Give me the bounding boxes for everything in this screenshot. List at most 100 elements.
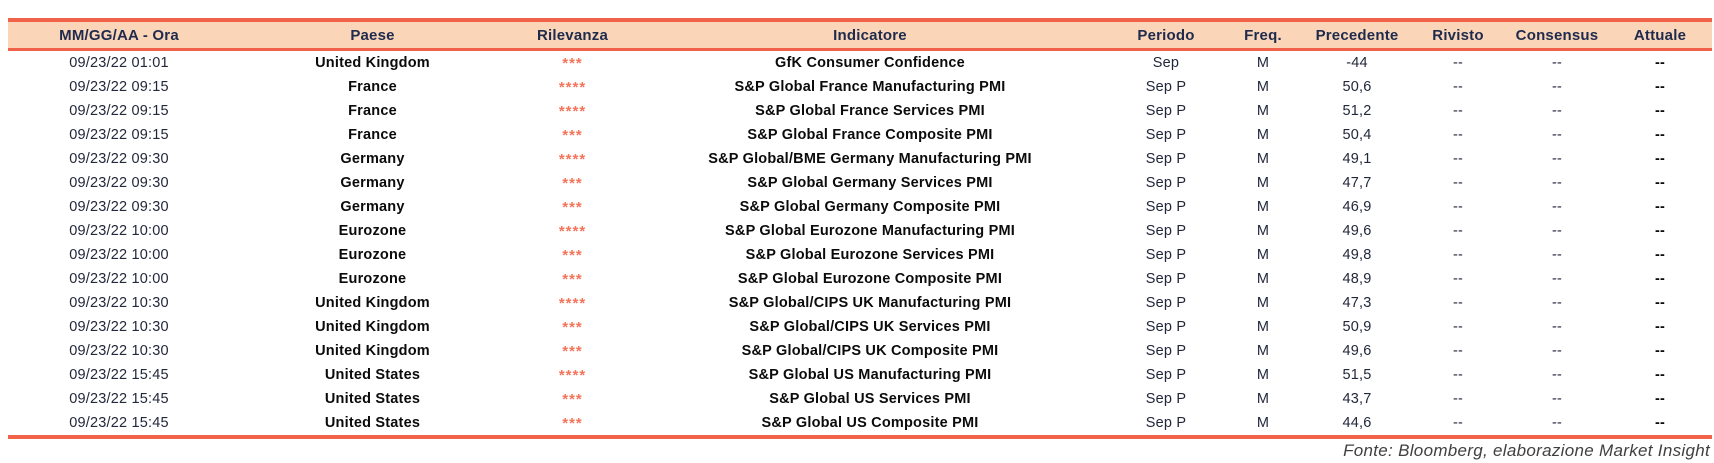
- cell-country: Germany: [340, 175, 405, 191]
- cell-indicator: S&P Global US Services PMI: [769, 391, 971, 407]
- cell-previous: 46,9: [1342, 199, 1372, 215]
- cell-datetime: 09/23/22 15:45: [69, 415, 169, 431]
- cell-consensus: --: [1551, 127, 1563, 143]
- cell-actual: --: [1654, 415, 1666, 431]
- cell-consensus: --: [1551, 199, 1563, 215]
- cell-indicator: S&P Global France Composite PMI: [747, 127, 993, 143]
- economic-calendar-table: MM/GG/AA - Ora Paese Rilevanza Indicator…: [8, 18, 1712, 439]
- table-row: 09/23/22 10:00 Eurozone *** S&P Global E…: [8, 243, 1712, 267]
- cell-actual: --: [1654, 127, 1666, 143]
- cell-country: United Kingdom: [315, 55, 430, 71]
- cell-revised: --: [1452, 295, 1464, 311]
- cell-period: Sep P: [1145, 319, 1187, 335]
- cell-indicator: S&P Global Eurozone Manufacturing PMI: [725, 223, 1015, 239]
- cell-period: Sep P: [1145, 391, 1187, 407]
- cell-consensus: --: [1551, 175, 1563, 191]
- cell-consensus: --: [1551, 223, 1563, 239]
- cell-period: Sep P: [1145, 127, 1187, 143]
- cell-indicator: S&P Global/CIPS UK Services PMI: [749, 319, 991, 335]
- cell-datetime: 09/23/22 09:30: [69, 151, 169, 167]
- cell-consensus: --: [1551, 391, 1563, 407]
- cell-consensus: --: [1551, 343, 1563, 359]
- column-header-datetime: MM/GG/AA - Ora: [59, 26, 179, 44]
- cell-relevance: ***: [562, 390, 583, 408]
- cell-relevance: ***: [562, 270, 583, 288]
- cell-relevance: ****: [558, 222, 587, 240]
- cell-country: United States: [324, 415, 421, 431]
- cell-previous: 48,9: [1342, 271, 1372, 287]
- table-row: 09/23/22 09:30 Germany *** S&P Global Ge…: [8, 171, 1712, 195]
- cell-country: United Kingdom: [315, 319, 430, 335]
- cell-frequency: M: [1256, 127, 1270, 143]
- cell-datetime: 09/23/22 10:00: [69, 271, 169, 287]
- table-row: 09/23/22 01:01 United Kingdom *** GfK Co…: [8, 51, 1712, 75]
- cell-indicator: S&P Global France Services PMI: [755, 103, 985, 119]
- cell-datetime: 09/23/22 10:00: [69, 247, 169, 263]
- cell-period: Sep: [1152, 55, 1180, 71]
- cell-revised: --: [1452, 79, 1464, 95]
- cell-relevance: ***: [562, 246, 583, 264]
- cell-revised: --: [1452, 247, 1464, 263]
- cell-country: France: [348, 127, 397, 143]
- table-row: 09/23/22 15:45 United States *** S&P Glo…: [8, 411, 1712, 435]
- cell-consensus: --: [1551, 79, 1563, 95]
- cell-datetime: 09/23/22 10:00: [69, 223, 169, 239]
- table-row: 09/23/22 09:15 France *** S&P Global Fra…: [8, 123, 1712, 147]
- cell-previous: 44,6: [1342, 415, 1372, 431]
- cell-actual: --: [1654, 247, 1666, 263]
- cell-previous: 49,6: [1342, 343, 1372, 359]
- cell-revised: --: [1452, 343, 1464, 359]
- cell-previous: 43,7: [1342, 391, 1372, 407]
- cell-frequency: M: [1256, 319, 1270, 335]
- cell-indicator: S&P Global/CIPS UK Manufacturing PMI: [728, 295, 1012, 311]
- column-header-actual: Attuale: [1633, 26, 1687, 44]
- table-row: 09/23/22 10:30 United Kingdom *** S&P Gl…: [8, 315, 1712, 339]
- cell-actual: --: [1654, 367, 1666, 383]
- cell-actual: --: [1654, 295, 1666, 311]
- cell-frequency: M: [1256, 247, 1270, 263]
- cell-relevance: ****: [558, 150, 587, 168]
- cell-indicator: S&P Global Eurozone Services PMI: [745, 247, 995, 263]
- cell-actual: --: [1654, 199, 1666, 215]
- cell-indicator: GfK Consumer Confidence: [775, 55, 965, 71]
- column-header-indicator: Indicatore: [833, 26, 907, 44]
- cell-relevance: ****: [558, 78, 587, 96]
- cell-datetime: 09/23/22 10:30: [69, 295, 169, 311]
- cell-previous: 49,1: [1342, 151, 1372, 167]
- cell-actual: --: [1654, 79, 1666, 95]
- cell-period: Sep P: [1145, 343, 1187, 359]
- cell-consensus: --: [1551, 151, 1563, 167]
- cell-frequency: M: [1256, 151, 1270, 167]
- cell-datetime: 09/23/22 09:30: [69, 175, 169, 191]
- cell-country: Eurozone: [338, 223, 407, 239]
- cell-revised: --: [1452, 271, 1464, 287]
- table-body: 09/23/22 01:01 United Kingdom *** GfK Co…: [8, 51, 1712, 435]
- cell-period: Sep P: [1145, 79, 1187, 95]
- cell-indicator: S&P Global Germany Services PMI: [747, 175, 993, 191]
- cell-relevance: ***: [562, 198, 583, 216]
- cell-datetime: 09/23/22 09:15: [69, 103, 169, 119]
- cell-datetime: 09/23/22 10:30: [69, 319, 169, 335]
- cell-frequency: M: [1256, 79, 1270, 95]
- table-row: 09/23/22 09:15 France **** S&P Global Fr…: [8, 75, 1712, 99]
- column-header-relevance: Rilevanza: [537, 26, 608, 44]
- cell-revised: --: [1452, 319, 1464, 335]
- cell-country: Germany: [340, 151, 405, 167]
- cell-datetime: 09/23/22 10:30: [69, 343, 169, 359]
- cell-actual: --: [1654, 391, 1666, 407]
- cell-relevance: ***: [562, 342, 583, 360]
- cell-country: United States: [324, 391, 421, 407]
- cell-period: Sep P: [1145, 415, 1187, 431]
- cell-previous: 51,5: [1342, 367, 1372, 383]
- cell-frequency: M: [1256, 103, 1270, 119]
- cell-revised: --: [1452, 391, 1464, 407]
- cell-consensus: --: [1551, 103, 1563, 119]
- cell-consensus: --: [1551, 247, 1563, 263]
- cell-datetime: 09/23/22 15:45: [69, 391, 169, 407]
- table-row: 09/23/22 09:30 Germany *** S&P Global Ge…: [8, 195, 1712, 219]
- cell-relevance: ****: [558, 102, 587, 120]
- cell-relevance: ****: [558, 294, 587, 312]
- cell-datetime: 09/23/22 09:30: [69, 199, 169, 215]
- cell-datetime: 09/23/22 01:01: [69, 55, 169, 71]
- cell-indicator: S&P Global Eurozone Composite PMI: [737, 271, 1003, 287]
